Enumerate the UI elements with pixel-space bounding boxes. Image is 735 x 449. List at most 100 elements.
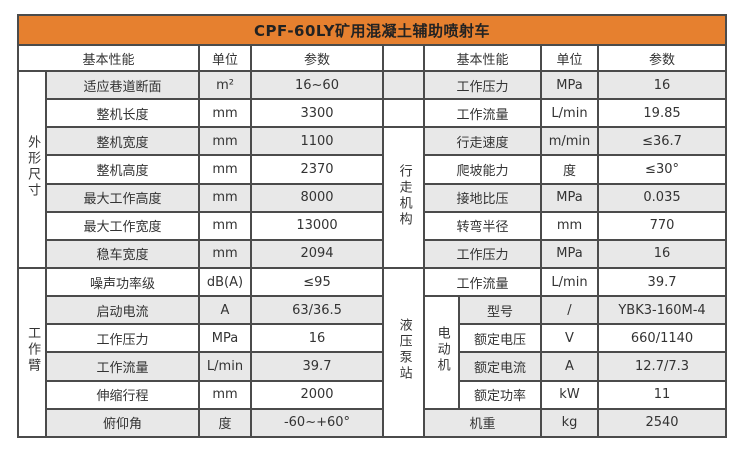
spec-value-cell: 8000 <box>250 182 384 213</box>
spec-value-cell: ≤30° <box>596 154 728 185</box>
group-label-working-arm: 工作臂 <box>17 266 47 439</box>
spec-unit-cell: 度 <box>540 154 599 185</box>
group-label-text: 行走机构 <box>396 163 412 228</box>
group-label-text: 液压泵站 <box>396 318 412 383</box>
spec-name-cell: 额定电压 <box>458 323 542 354</box>
spec-value-cell: 16 <box>596 69 728 101</box>
table-row: 整机宽度 mm 1100 行走机构 行走速度 m/min ≤36.7 <box>18 126 728 269</box>
header-param-left: 参数 <box>250 44 384 72</box>
spec-name-cell: 行走速度 <box>423 126 542 157</box>
spec-name-cell: 爬坡能力 <box>423 154 542 185</box>
title-bar: CPF-60LY矿用混凝土辅助喷射车 <box>16 14 728 46</box>
spec-name-cell: 伸缩行程 <box>45 379 200 410</box>
table-row: 最大工作宽度 mm 13000 转弯半径 mm 770 <box>18 210 728 241</box>
header-perf-right: 基本性能 <box>423 44 542 72</box>
table-row: 最大工作高度 mm 8000 接地比压 MPa 0.035 <box>18 182 728 213</box>
spec-unit-cell: MPa <box>198 323 252 354</box>
spec-table: CPF-60LY矿用混凝土辅助喷射车 基本性能 单位 参数 基本性能 单位 参数… <box>16 14 728 439</box>
spec-name-cell: 稳车宽度 <box>45 238 200 269</box>
table-row: 工作臂 噪声功率级 dB(A) ≤95 液压泵站 工作流量 L/min 39.7 <box>17 266 728 439</box>
spec-value-cell: 39.7 <box>596 266 728 298</box>
spec-value-cell: YBK3-160M-4 <box>596 295 728 326</box>
spec-name-cell: 工作压力 <box>45 323 200 354</box>
header-row: 基本性能 单位 参数 基本性能 单位 参数 <box>17 44 728 72</box>
table-row: 整机高度 mm 2370 爬坡能力 度 ≤30° <box>18 154 728 185</box>
spec-unit-cell: L/min <box>198 351 252 382</box>
spec-value-cell: 2000 <box>250 379 384 410</box>
spec-value-cell: -60~+60° <box>250 407 384 439</box>
spec-name-cell: 适应巷道断面 <box>45 69 200 101</box>
spec-unit-cell: mm <box>198 379 252 410</box>
header-unit-left: 单位 <box>198 44 252 72</box>
spec-name-cell: 工作流量 <box>45 351 200 382</box>
spec-value-cell: 2540 <box>596 407 728 439</box>
spec-name-cell: 工作流量 <box>423 266 542 298</box>
spec-value-cell: 16 <box>596 238 728 269</box>
table-row: 启动电流 A 63/36.5 电动机 型号 / YBK3-160M-4 <box>18 295 728 410</box>
group-spacer-cell <box>382 69 425 101</box>
table-row: 稳车宽度 mm 2094 工作压力 MPa 16 <box>18 238 728 269</box>
spec-value-cell: ≤95 <box>250 266 384 298</box>
group-label-electric-motor: 电动机 <box>423 295 460 410</box>
spec-unit-cell: L/min <box>540 98 599 129</box>
spec-name-cell: 接地比压 <box>423 182 542 213</box>
spec-unit-cell: mm <box>198 182 252 213</box>
spec-name-cell: 工作流量 <box>423 98 542 129</box>
spec-name-cell: 额定功率 <box>458 379 542 410</box>
spec-value-cell: 16~60 <box>250 69 384 101</box>
spec-name-cell: 整机高度 <box>45 154 200 185</box>
spec-unit-cell: m/min <box>540 126 599 157</box>
spec-name-cell: 启动电流 <box>45 295 200 326</box>
table-row: 俯仰角 度 -60~+60° 机重 kg 2540 <box>18 407 728 439</box>
header-param-right: 参数 <box>596 44 728 72</box>
group-label-text: 外形尺寸 <box>25 135 41 200</box>
spec-unit-cell: mm <box>198 154 252 185</box>
spec-unit-cell: MPa <box>540 238 599 269</box>
spec-unit-cell: kW <box>540 379 599 410</box>
spec-value-cell: 16 <box>250 323 384 354</box>
spec-unit-cell: mm <box>198 238 252 269</box>
header-spacer <box>382 44 425 72</box>
spec-unit-cell: mm <box>198 98 252 129</box>
spec-name-cell: 最大工作高度 <box>45 182 200 213</box>
spec-name-cell: 工作压力 <box>423 69 542 101</box>
spec-name-cell: 工作压力 <box>423 238 542 269</box>
spec-unit-cell: / <box>540 295 599 326</box>
spec-value-cell: 12.7/7.3 <box>596 351 728 382</box>
group-spacer-cell <box>382 98 425 129</box>
group-label-text: 工作臂 <box>25 326 41 375</box>
spec-unit-cell: V <box>540 323 599 354</box>
group-label-dimensions: 外形尺寸 <box>17 70 47 269</box>
spec-name-cell: 整机宽度 <box>45 126 200 157</box>
spec-value-cell: 39.7 <box>250 351 384 382</box>
header-unit-right: 单位 <box>540 44 599 72</box>
spec-unit-cell: dB(A) <box>198 266 252 298</box>
spec-value-cell: 2094 <box>250 238 384 269</box>
table-row: 外形尺寸 适应巷道断面 m² 16~60 工作压力 MPa 16 <box>17 69 728 269</box>
spec-value-cell: 2370 <box>250 154 384 185</box>
spec-value-cell: 11 <box>596 379 728 410</box>
spec-name-cell: 整机长度 <box>45 98 200 129</box>
spec-unit-cell: MPa <box>540 182 599 213</box>
spec-value-cell: ≤36.7 <box>596 126 728 157</box>
table-row: 工作流量 L/min 39.7 额定电流 A 12.7/7.3 <box>18 351 728 382</box>
spec-value-cell: 13000 <box>250 210 384 241</box>
spec-unit-cell: mm <box>198 210 252 241</box>
spec-unit-cell: m² <box>198 69 252 101</box>
spec-name-cell: 转弯半径 <box>423 210 542 241</box>
header-perf-left: 基本性能 <box>17 44 200 72</box>
group-label-hydraulic-pump-station: 液压泵站 <box>382 266 425 439</box>
spec-value-cell: 3300 <box>250 98 384 129</box>
spec-unit-cell: mm <box>540 210 599 241</box>
group-label-text: 电动机 <box>434 326 450 375</box>
spec-value-cell: 770 <box>596 210 728 241</box>
spec-unit-cell: 度 <box>198 407 252 439</box>
spec-value-cell: 19.85 <box>596 98 728 129</box>
spec-name-cell: 型号 <box>458 295 542 326</box>
spec-name-cell: 机重 <box>423 407 542 439</box>
spec-name-cell: 最大工作宽度 <box>45 210 200 241</box>
table-title: CPF-60LY矿用混凝土辅助喷射车 <box>16 14 728 46</box>
spec-value-cell: 660/1140 <box>596 323 728 354</box>
spec-unit-cell: kg <box>540 407 599 439</box>
